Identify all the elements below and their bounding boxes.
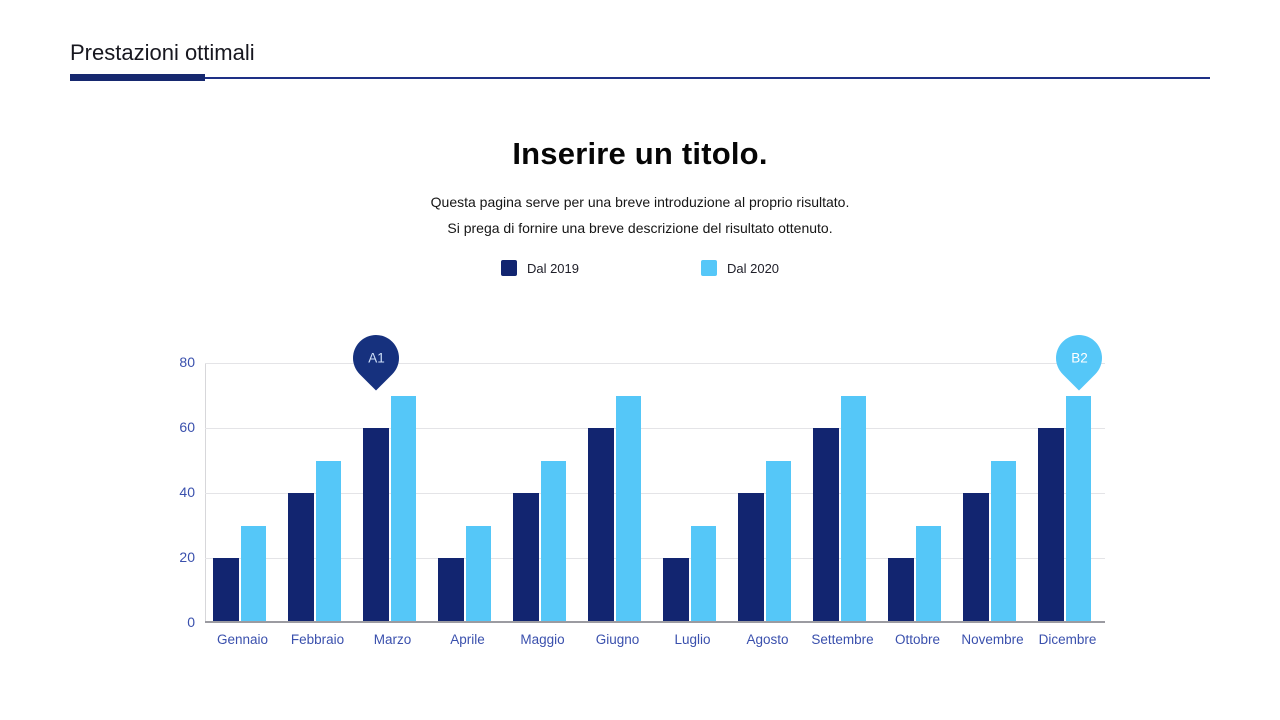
x-axis-label: Giugno xyxy=(595,632,640,647)
bar-dal-2020-ottobre xyxy=(916,525,941,623)
legend-item-dal-2020: Dal 2020 xyxy=(701,260,779,276)
gridline xyxy=(205,558,1105,559)
slide-title: Inserire un titolo. xyxy=(512,136,768,171)
bar-dal-2020-novembre xyxy=(991,460,1016,623)
bar-dal-2020-marzo xyxy=(391,395,416,623)
x-axis-label: Febbraio xyxy=(290,632,345,647)
y-axis-tick-label: 60 xyxy=(179,419,195,435)
legend-label-dal-2019: Dal 2019 xyxy=(526,260,579,276)
bar-chart: 0 20 40 60 80 Gennaio Febbraio Marzo Aprile Maggi… xyxy=(179,325,1112,647)
bar-dal-2019-febbraio xyxy=(288,493,314,623)
x-axis-label: Agosto xyxy=(746,632,789,647)
x-axis-label: Gennaio xyxy=(216,632,269,647)
header-underline xyxy=(70,77,1210,79)
bar-dal-2019-maggio xyxy=(513,493,539,623)
x-axis-label: Marzo xyxy=(373,632,412,647)
bar-dal-2020-gennaio xyxy=(241,525,266,623)
bar-dal-2020-aprile xyxy=(466,525,491,623)
bar-dal-2020-luglio xyxy=(691,525,716,623)
x-axis-label: Dicembre xyxy=(1038,632,1097,647)
bar-dal-2020-settembre xyxy=(841,395,866,623)
marker-label-a1: A1 xyxy=(367,350,385,366)
legend-label-dal-2020: Dal 2020 xyxy=(727,260,780,276)
bar-dal-2019-ottobre xyxy=(888,558,914,623)
bar-dal-2020-dicembre xyxy=(1066,395,1091,623)
subtitle-line-2: Si prega di fornire una breve descrizion… xyxy=(447,220,833,236)
bar-dal-2019-luglio xyxy=(663,558,689,623)
x-axis-label: Novembre xyxy=(961,632,1024,647)
x-axis-label: Luglio xyxy=(674,632,711,647)
chart-legend: Dal 2019 Dal 2020 xyxy=(0,260,1280,276)
bar-dal-2019-giugno xyxy=(588,428,614,623)
bar-dal-2020-febbraio xyxy=(316,460,341,623)
x-axis-label: Maggio xyxy=(520,632,565,647)
marker-label-b2: B2 xyxy=(1070,350,1087,366)
bar-dal-2019-novembre xyxy=(963,493,989,623)
subtitle-line-1: Questa pagina serve per una breve introd… xyxy=(430,194,850,210)
x-axis-label: Settembre xyxy=(811,632,874,647)
marker-a1: A1 xyxy=(343,325,409,391)
bar-dal-2019-marzo xyxy=(363,428,389,623)
x-axis-line xyxy=(205,621,1105,623)
y-axis-tick-label: 0 xyxy=(187,614,195,630)
y-axis-tick-label: 80 xyxy=(179,354,195,370)
legend-swatch-dal-2020 xyxy=(701,260,717,276)
y-axis-tick-label: 40 xyxy=(179,484,195,500)
legend-swatch-dal-2019 xyxy=(500,260,517,276)
y-axis-tick-label: 20 xyxy=(179,549,195,565)
bar-dal-2019-settembre xyxy=(813,428,839,623)
bar-dal-2019-agosto xyxy=(738,493,764,623)
legend-item-dal-2019: Dal 2019 xyxy=(500,260,579,276)
bar-dal-2020-agosto xyxy=(766,460,791,623)
bar-dal-2020-giugno xyxy=(616,395,641,623)
gridline xyxy=(205,493,1105,494)
header-accent-bar xyxy=(70,74,205,81)
bar-dal-2020-maggio xyxy=(541,460,566,623)
marker-b2: B2 xyxy=(1045,325,1112,391)
gridline xyxy=(205,428,1105,429)
header-title: Prestazioni ottimali xyxy=(70,40,255,65)
bar-dal-2019-gennaio xyxy=(213,558,239,623)
bar-dal-2019-dicembre xyxy=(1038,428,1064,623)
x-axis-label: Aprile xyxy=(450,632,485,647)
gridline xyxy=(205,363,1105,364)
x-axis-label: Ottobre xyxy=(894,632,941,647)
bar-dal-2019-aprile xyxy=(438,558,464,623)
slide-description: Questa pagina serve per una breve introd… xyxy=(0,189,1280,241)
